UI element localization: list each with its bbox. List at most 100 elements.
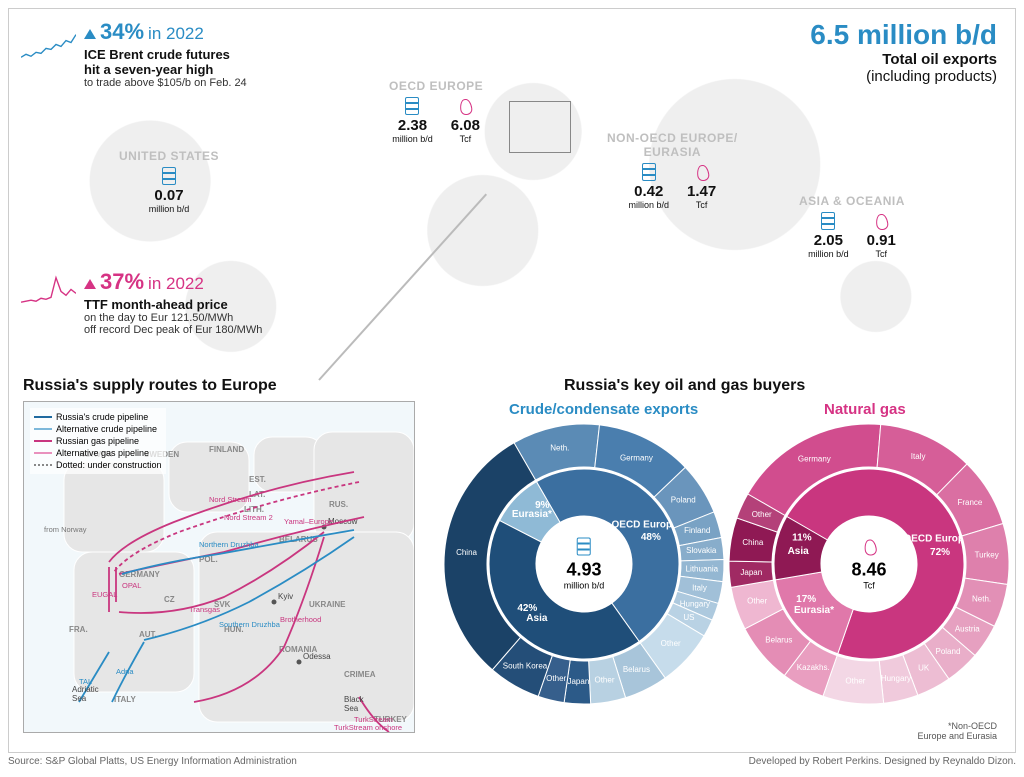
flame-icon: [695, 163, 709, 181]
svg-text:China: China: [742, 538, 763, 547]
ttf-stat: 37%in 2022 TTF month-ahead price on the …: [84, 269, 354, 336]
barrel-icon: [577, 538, 591, 556]
svg-text:Other: Other: [752, 510, 772, 519]
svg-text:Belarus: Belarus: [765, 635, 792, 644]
svg-text:FRA.: FRA.: [69, 625, 88, 634]
ttf-sparkline: [21, 274, 76, 305]
svg-text:Nord Stream 2: Nord Stream 2: [224, 513, 273, 522]
svg-text:OECD Europe: OECD Europe: [612, 520, 679, 531]
svg-text:Adriatic: Adriatic: [72, 685, 99, 694]
footnote: *Non-OECDEurope and Eurasia: [917, 721, 997, 741]
svg-text:Eurasia*: Eurasia*: [794, 605, 834, 616]
svg-text:Sea: Sea: [72, 694, 87, 703]
svg-text:Neth.: Neth.: [972, 594, 991, 603]
gas-donut: OECD Europe 72% Eurasia*17% Asia 11% Germany I…: [724, 419, 1014, 709]
svg-text:OPAL: OPAL: [122, 581, 141, 590]
europe-zoom-box: [509, 101, 571, 153]
svg-text:Adria: Adria: [116, 667, 134, 676]
svg-text:Austria: Austria: [955, 624, 980, 633]
svg-text:48%: 48%: [641, 532, 661, 543]
author-credit: Developed by Robert Perkins. Designed by…: [749, 756, 1016, 767]
svg-text:TurkStream onshore: TurkStream onshore: [334, 723, 402, 732]
svg-text:Black: Black: [344, 695, 365, 704]
svg-text:France: France: [957, 498, 982, 507]
svg-text:Southern Druzhba: Southern Druzhba: [219, 620, 281, 629]
supply-routes-map: Russia's crude pipelineAlternative crude…: [23, 401, 415, 733]
pipeline-legend: Russia's crude pipelineAlternative crude…: [30, 408, 166, 474]
svg-text:Kyiv: Kyiv: [278, 592, 293, 601]
svg-text:Transgas: Transgas: [189, 605, 220, 614]
barrel-icon: [642, 163, 656, 181]
svg-text:Asia: Asia: [526, 613, 548, 624]
supply-routes-title: Russia's supply routes to Europe: [23, 377, 277, 395]
brent-stat: 34%in 2022 ICE Brent crude futures hit a…: [84, 19, 334, 89]
svg-text:FINLAND: FINLAND: [209, 445, 244, 454]
total-exports: 6.5 million b/d Total oil exports (inclu…: [810, 19, 997, 85]
flame-icon: [862, 538, 876, 556]
buyers-title: Russia's key oil and gas buyers: [564, 377, 805, 395]
svg-text:Nord Stream: Nord Stream: [209, 495, 252, 504]
svg-text:EST.: EST.: [249, 475, 266, 484]
region-non-oecd-europe-eurasia: NON-OECD EUROPE/EURASIA0.42million b/d1.…: [607, 131, 738, 210]
svg-text:from Norway: from Norway: [44, 525, 87, 534]
svg-text:17%: 17%: [796, 594, 816, 605]
svg-text:Poland: Poland: [935, 647, 960, 656]
svg-text:South Korea: South Korea: [503, 661, 548, 670]
svg-text:UK: UK: [918, 664, 930, 673]
barrel-icon: [821, 212, 835, 230]
svg-text:Other: Other: [747, 597, 767, 606]
svg-text:Hungary: Hungary: [680, 599, 710, 608]
svg-text:RUS.: RUS.: [329, 500, 348, 509]
svg-text:Lithuania: Lithuania: [686, 565, 719, 574]
svg-text:42%: 42%: [517, 603, 537, 614]
region-asia-oceania: ASIA & OCEANIA2.05million b/d0.91Tcf: [799, 194, 905, 259]
gas-donut-title: Natural gas: [824, 401, 906, 418]
svg-text:Italy: Italy: [911, 452, 926, 461]
svg-text:Other: Other: [661, 639, 681, 648]
svg-text:China: China: [456, 548, 477, 557]
up-arrow-icon: [84, 279, 96, 289]
source-credit: Source: S&P Global Platts, US Energy Inf…: [8, 756, 297, 767]
svg-text:Slovakia: Slovakia: [686, 546, 717, 555]
svg-text:Odessa: Odessa: [303, 652, 331, 661]
svg-text:Neth.: Neth.: [550, 444, 569, 453]
svg-text:Sea: Sea: [344, 704, 359, 713]
svg-text:OECD Europe: OECD Europe: [903, 534, 970, 545]
svg-text:Northern Druzhba: Northern Druzhba: [199, 540, 259, 549]
svg-text:CRIMEA: CRIMEA: [344, 670, 376, 679]
svg-text:Germany: Germany: [620, 453, 653, 462]
svg-text:Brotherhood: Brotherhood: [280, 615, 321, 624]
svg-text:Yamal–Europe: Yamal–Europe: [284, 517, 333, 526]
svg-text:Finland: Finland: [684, 526, 710, 535]
barrel-icon: [162, 167, 176, 185]
svg-text:Japan: Japan: [740, 568, 762, 577]
svg-text:EUGAL: EUGAL: [92, 590, 117, 599]
flame-icon: [458, 97, 472, 115]
svg-text:Hungary: Hungary: [881, 674, 911, 683]
svg-text:Other: Other: [546, 674, 566, 683]
svg-text:ITALY: ITALY: [114, 695, 136, 704]
flame-icon: [874, 212, 888, 230]
svg-text:72%: 72%: [930, 547, 950, 558]
svg-text:CZ: CZ: [164, 595, 175, 604]
svg-text:US: US: [683, 613, 694, 622]
crude-donut: OECD Europe48%Asia42%Eurasia*9%Neth.Germ…: [439, 419, 729, 709]
svg-text:UKRAINE: UKRAINE: [309, 600, 346, 609]
svg-text:Poland: Poland: [671, 495, 696, 504]
svg-text:11%: 11%: [792, 533, 812, 544]
svg-text:Germany: Germany: [798, 455, 831, 464]
svg-text:GERMANY: GERMANY: [119, 570, 161, 579]
region-united-states: UNITED STATES0.07million b/d: [119, 149, 219, 214]
svg-text:Turkey: Turkey: [975, 550, 999, 559]
brent-sparkline: [21, 31, 76, 62]
svg-text:Other: Other: [594, 675, 614, 684]
svg-text:9%: 9%: [535, 500, 550, 511]
svg-text:Asia: Asia: [788, 546, 810, 557]
region-oecd-europe: OECD EUROPE2.38million b/d6.08Tcf: [389, 79, 483, 144]
barrel-icon: [405, 97, 419, 115]
svg-text:Italy: Italy: [692, 583, 707, 592]
svg-text:Japan: Japan: [567, 677, 589, 686]
crude-donut-title: Crude/condensate exports: [509, 401, 698, 418]
svg-text:Belarus: Belarus: [623, 665, 650, 674]
up-arrow-icon: [84, 29, 96, 39]
